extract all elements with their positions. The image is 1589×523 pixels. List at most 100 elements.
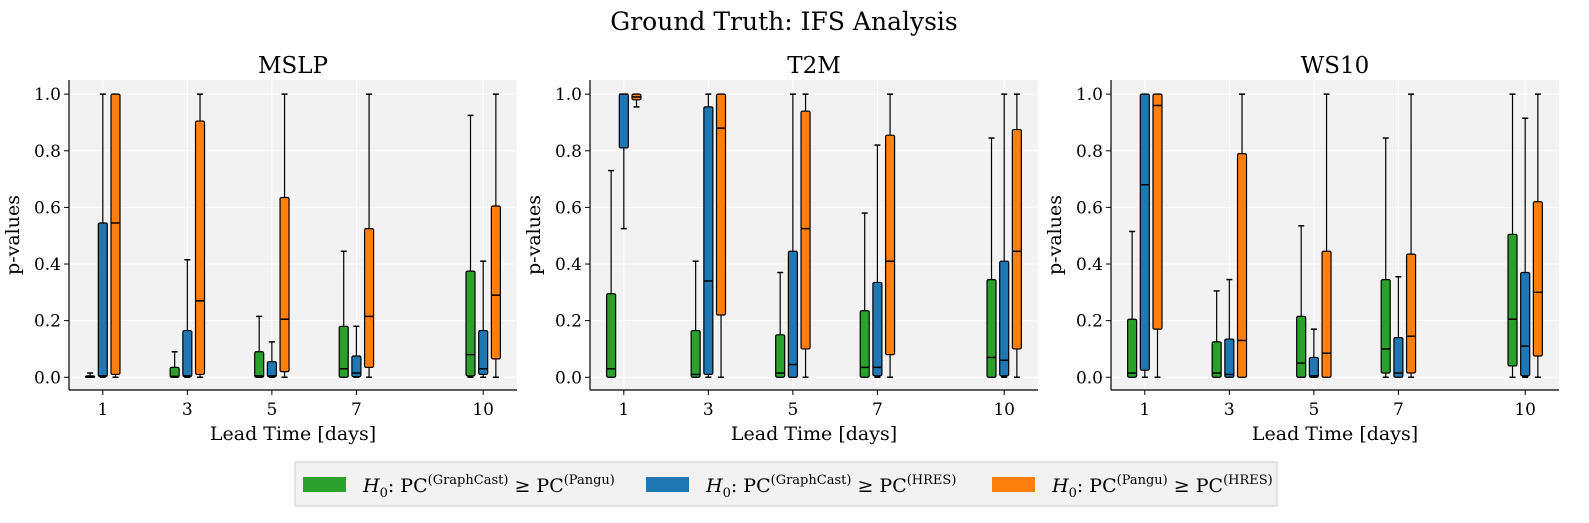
y-axis-label: p-values: [523, 195, 545, 275]
iqr-box: [169, 366, 180, 378]
x-tick-label: 3: [1224, 400, 1235, 420]
box: [363, 93, 375, 379]
x-tick-label: 5: [787, 400, 798, 420]
y-tick-label: 0.0: [555, 368, 582, 388]
series-2: [110, 93, 501, 379]
iqr-box: [1139, 93, 1150, 371]
iqr-box: [1321, 250, 1332, 378]
box: [169, 351, 180, 379]
iqr-box: [1211, 341, 1222, 378]
series-1: [618, 93, 1010, 379]
box: [490, 93, 501, 379]
series-2: [1152, 93, 1543, 379]
series-0: [606, 137, 997, 379]
box: [800, 93, 811, 379]
legend-swatch: [303, 477, 346, 492]
legend-entry-0: H0: PC(GraphCast) ≥ PC(Pangu): [303, 473, 615, 501]
box: [85, 372, 96, 379]
panels: 0.0 0.2 0.4 0.6 0.8 1.0 1 3 5 7 10 MSLP Lead Time [d…: [2, 53, 1559, 445]
legend-entry-1: H0: PC(GraphCast) ≥ PC(HRES): [646, 473, 956, 501]
iqr-box: [618, 93, 629, 149]
legend-frame: [294, 461, 1278, 507]
x-tick-label: 3: [703, 400, 714, 420]
iqr-box: [279, 196, 290, 373]
iqr-box: [1380, 278, 1391, 374]
box: [1139, 93, 1150, 379]
y-tick-label: 1.0: [555, 85, 582, 105]
box: [1011, 93, 1022, 379]
plot-area: [69, 80, 517, 390]
y-tick-label: 0.8: [1076, 142, 1103, 162]
iqr-box: [182, 329, 193, 378]
iqr-box: [110, 93, 121, 376]
box: [690, 260, 701, 379]
x-axis-label: Lead Time [days]: [210, 423, 376, 445]
y-tick-label: 0.2: [555, 312, 582, 332]
y-tick-label: 0.2: [34, 312, 61, 332]
y-axis-label: p-values: [1044, 195, 1066, 275]
y-tick-label: 0.4: [34, 255, 61, 275]
panel-title: WS10: [1301, 53, 1370, 79]
legend-swatch: [992, 477, 1035, 492]
iqr-box: [490, 205, 501, 360]
x-tick-label: 3: [182, 400, 193, 420]
box: [1224, 278, 1235, 379]
iqr-box: [703, 106, 714, 376]
iqr-box: [97, 222, 108, 378]
box: [631, 93, 642, 108]
x-tick-label: 7: [351, 400, 362, 420]
box: [478, 260, 489, 379]
x-tick-label: 1: [97, 400, 108, 420]
iqr-box: [800, 110, 811, 350]
box: [254, 315, 265, 379]
iqr-box: [338, 325, 349, 378]
iqr-box: [1393, 337, 1404, 378]
series-2: [631, 93, 1022, 379]
x-tick-label: 10: [472, 400, 494, 420]
y-tick-label: 0.4: [1076, 255, 1103, 275]
box: [859, 212, 870, 379]
iqr-box: [1152, 93, 1163, 330]
iqr-box: [1236, 153, 1248, 378]
iqr-box: [254, 351, 265, 378]
box: [1532, 93, 1543, 379]
panel-ws10: 0.0 0.2 0.4 0.6 0.8 1.0 1 3 5 7 10 WS10 Lead Time [d…: [1044, 53, 1559, 445]
iqr-box: [363, 228, 375, 368]
box: [338, 250, 349, 379]
panel-title: MSLP: [258, 53, 328, 79]
box: [110, 93, 121, 379]
box: [97, 93, 108, 379]
y-tick-label: 0.4: [555, 255, 582, 275]
iqr-box: [1308, 356, 1319, 378]
iqr-box: [194, 120, 206, 376]
panel-title: T2M: [787, 53, 841, 79]
y-tick-label: 1.0: [34, 85, 61, 105]
box: [266, 341, 277, 379]
y-tick-label: 1.0: [1076, 85, 1103, 105]
box: [279, 93, 290, 379]
iqr-box: [351, 355, 362, 378]
x-axis-label: Lead Time [days]: [1252, 423, 1418, 445]
y-tick-label: 0.2: [1076, 312, 1103, 332]
box: [703, 93, 714, 379]
iqr-box: [1127, 318, 1138, 378]
iqr-box: [266, 361, 277, 378]
box: [606, 169, 617, 379]
iqr-box: [1532, 201, 1543, 357]
iqr-box: [872, 281, 883, 377]
iqr-box: [986, 278, 997, 378]
iqr-box: [1011, 128, 1022, 350]
series-1: [97, 93, 489, 379]
box: [1211, 290, 1222, 379]
x-axis-label: Lead Time [days]: [731, 423, 897, 445]
box: [986, 137, 997, 379]
legend-label: H0: PC(Pangu) ≥ PC(HRES): [1051, 473, 1273, 501]
x-tick-label: 5: [1308, 400, 1319, 420]
iqr-box: [787, 250, 798, 378]
y-tick-label: 0.8: [555, 142, 582, 162]
panel-mslp: 0.0 0.2 0.4 0.6 0.8 1.0 1 3 5 7 10 MSLP Lead Time [d…: [2, 53, 517, 445]
legend-label: H0: PC(GraphCast) ≥ PC(HRES): [705, 473, 956, 501]
box: [1507, 93, 1518, 379]
iqr-box: [606, 293, 617, 378]
